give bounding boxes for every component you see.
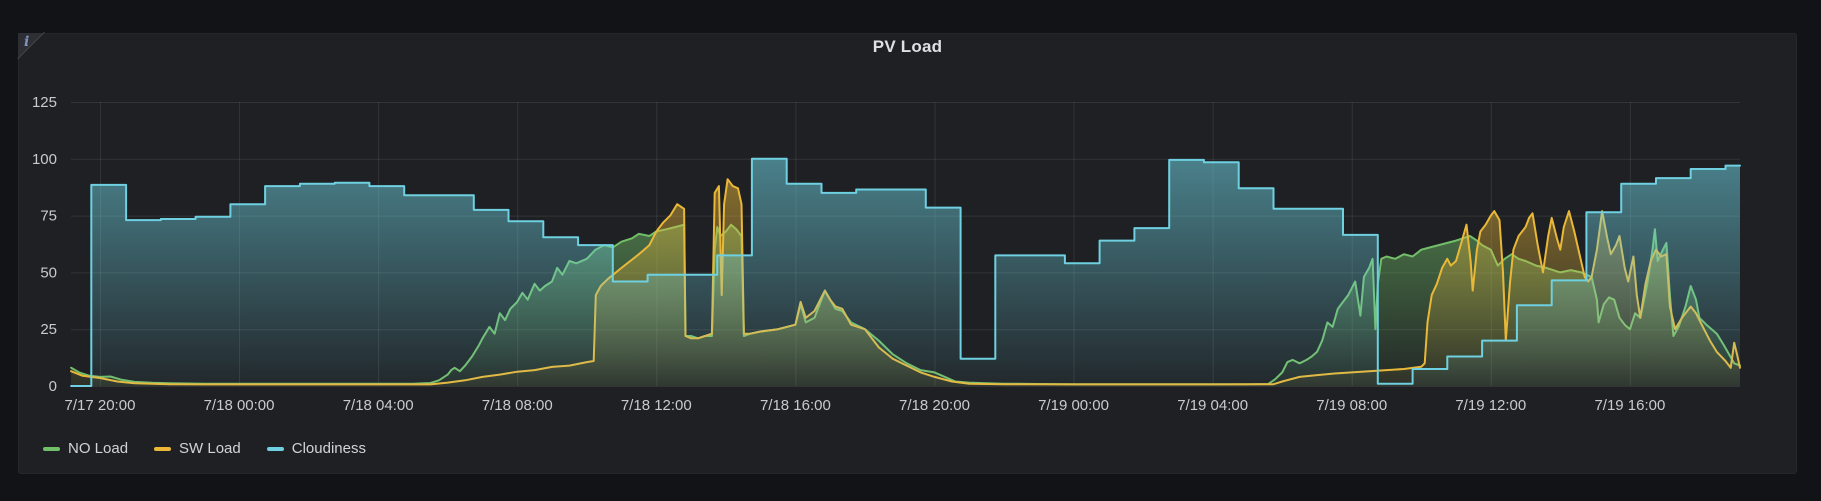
legend-label: NO Load [68, 440, 129, 457]
axis-labels: 0 25 50 75 100 125 7/17 20:00 7/18 00:00 7/18 04… [32, 94, 1665, 414]
legend-label: SW Load [179, 440, 241, 457]
legend-swatch [154, 447, 172, 451]
legend-item-cloudiness[interactable]: Cloudiness [266, 440, 366, 458]
series-line-cloudiness [70, 157, 1741, 387]
x-tick-label: 7/19 00:00 [1038, 397, 1109, 414]
legend: NO Load SW Load Cloudiness [43, 440, 392, 458]
legend-swatch [266, 447, 284, 451]
x-tick-label: 7/18 16:00 [760, 397, 831, 414]
y-tick-label: 0 [49, 378, 57, 395]
x-tick-label: 7/18 20:00 [899, 397, 970, 414]
legend-label: Cloudiness [291, 440, 366, 457]
x-tick-label: 7/17 20:00 [65, 397, 136, 414]
x-tick-label: 7/19 08:00 [1316, 397, 1387, 414]
panel-info-corner[interactable]: i [17, 31, 45, 60]
y-tick-label: 75 [40, 208, 57, 225]
x-tick-label: 7/18 00:00 [204, 397, 275, 414]
y-tick-label: 25 [40, 321, 57, 338]
y-tick-label: 50 [40, 264, 57, 281]
legend-swatch [43, 447, 60, 451]
panel-title-text: PV Load [872, 37, 943, 56]
info-icon: i [24, 34, 30, 50]
y-tick-label: 100 [32, 151, 57, 168]
y-tick-label: 125 [32, 94, 57, 111]
legend-item-no-load[interactable]: NO Load [43, 440, 128, 458]
x-tick-label: 7/19 12:00 [1455, 397, 1526, 414]
series-area-cloudiness [71, 158, 1741, 386]
x-tick-label: 7/19 16:00 [1594, 397, 1665, 414]
panel-title[interactable]: PV Load [18, 37, 1797, 57]
x-tick-label: 7/19 04:00 [1177, 397, 1248, 414]
x-tick-label: 7/18 12:00 [621, 397, 692, 414]
legend-item-sw-load[interactable]: SW Load [154, 440, 241, 458]
x-tick-label: 7/18 04:00 [343, 397, 414, 414]
x-tick-label: 7/18 08:00 [482, 397, 553, 414]
